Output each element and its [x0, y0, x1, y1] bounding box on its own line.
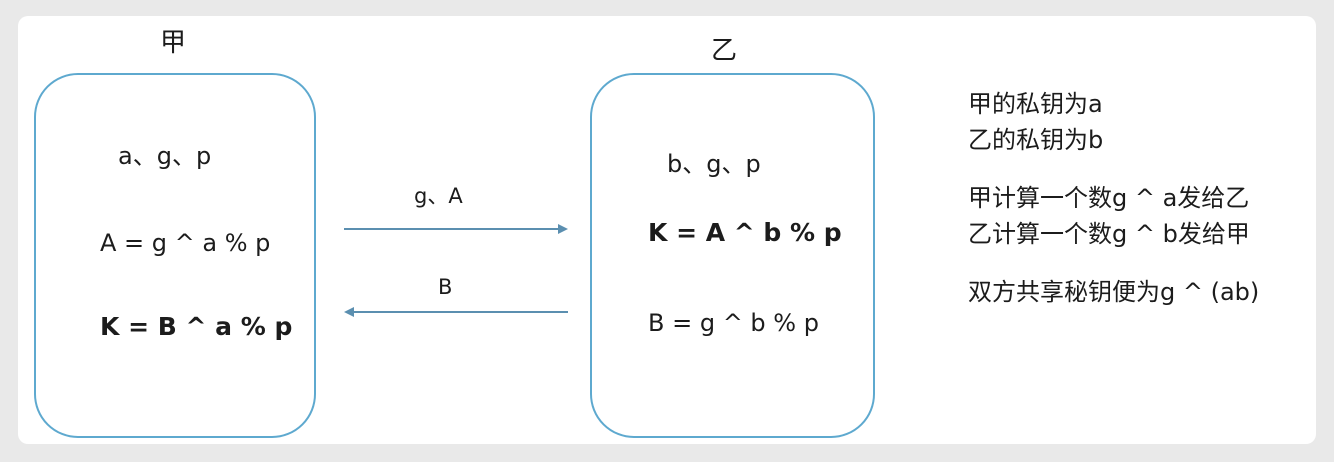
explanation-notes: 甲的私钥为a 乙的私钥为b 甲计算一个数g ^ a发给乙 乙计算一个数g ^ b… [968, 86, 1259, 310]
party-a-params: a、g、p [118, 142, 212, 170]
party-a-public-value: A = g ^ a % p [100, 229, 271, 257]
party-a-shared-key: K = B ^ a % p [100, 312, 293, 341]
party-b-label: 乙 [711, 36, 738, 66]
note-a-sends: 甲计算一个数g ^ a发给乙 [968, 184, 1250, 212]
arrow-a-to-b-label: g、A [414, 184, 463, 208]
party-a-label: 甲 [160, 28, 187, 58]
note-shared-secret: 双方共享秘钥便为g ^ (ab) [968, 278, 1260, 306]
party-b-shared-key: K = A ^ b % p [648, 218, 842, 247]
party-a-box [34, 73, 316, 438]
note-b-sends: 乙计算一个数g ^ b发给甲 [968, 220, 1250, 248]
party-b-public-value: B = g ^ b % p [648, 309, 819, 337]
arrow-b-to-a-head [344, 307, 354, 317]
party-b-params: b、g、p [667, 150, 761, 178]
note-private-key-b: 乙的私钥为b [968, 126, 1104, 154]
arrow-b-to-a-label: B [438, 275, 453, 299]
arrow-a-to-b-head [558, 224, 568, 234]
party-b-box [590, 73, 875, 438]
note-private-key-a: 甲的私钥为a [968, 90, 1103, 118]
